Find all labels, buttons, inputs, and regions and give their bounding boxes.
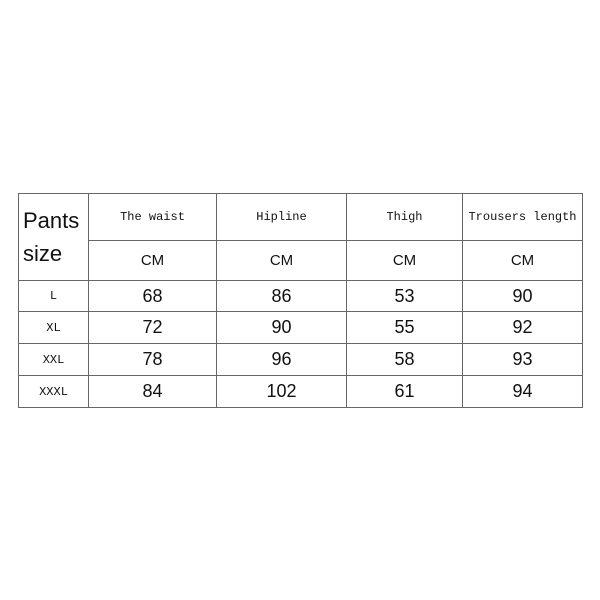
measurement: 84 [88,375,217,408]
table-row: Pants size The waist Hipline Thigh Trousers … [18,193,583,281]
measurement: 68 [88,280,217,312]
table-row: CM CM CM CM [19,240,583,281]
size-label: XL [18,311,89,344]
table-row: XXL 78 96 58 93 [18,343,583,376]
column-unit: CM [346,240,463,281]
measurement: 72 [88,311,217,344]
size-label: L [18,280,89,312]
measurement: 102 [216,375,347,408]
measurement: 58 [346,343,463,376]
measurement: 96 [216,343,347,376]
measurement: 94 [462,375,583,408]
column-header: Trousers length [462,193,583,241]
size-table: Pants size The waist Hipline Thigh Trousers … [18,193,583,408]
table-row: XL 72 90 55 92 [18,311,583,344]
column-header: Thigh [346,193,463,241]
measurement: 55 [346,311,463,344]
measurement: 53 [346,280,463,312]
column-header: Hipline [216,193,347,241]
size-label: XXXL [18,375,89,408]
measurement: 61 [346,375,463,408]
size-label: XXL [18,343,89,376]
table-row: L 68 86 53 90 [18,280,583,312]
column-unit: CM [216,240,347,281]
measurement: 86 [216,280,347,312]
column-header: The waist [88,193,217,241]
measurement: 93 [462,343,583,376]
measurement: 90 [462,280,583,312]
measurement: 92 [462,311,583,344]
column-unit: CM [88,240,217,281]
column-unit: CM [462,240,583,281]
table-row: XXXL 84 102 61 94 [18,375,583,408]
measurement: 90 [216,311,347,344]
corner-header: Pants size [18,193,89,281]
table-body: Pants size The waist Hipline Thigh Trousers … [18,193,583,408]
measurement: 78 [88,343,217,376]
